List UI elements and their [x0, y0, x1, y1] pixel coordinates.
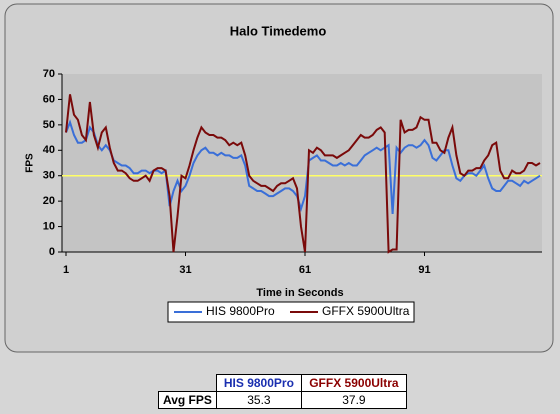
- x-tick-label: 61: [299, 264, 311, 276]
- table-cell: 37.9: [300, 391, 407, 409]
- y-tick-label: 50: [43, 119, 55, 131]
- chart-title: Halo Timedemo: [230, 23, 327, 38]
- series-line: [65, 119, 541, 214]
- table-cell: 35.3: [215, 391, 302, 409]
- x-tick-label: 91: [418, 264, 430, 276]
- y-tick-label: 40: [43, 144, 55, 156]
- y-tick-label: 0: [49, 246, 55, 258]
- table-header: GFFX 5900Ultra: [300, 374, 407, 392]
- y-tick-label: 30: [43, 170, 55, 182]
- table-header: HIS 9800Pro: [215, 374, 302, 392]
- y-tick-label: 10: [43, 220, 55, 232]
- x-tick-label: 31: [179, 264, 191, 276]
- series-line: [65, 94, 541, 254]
- x-axis-label: Time in Seconds: [256, 287, 343, 299]
- y-tick-label: 20: [43, 195, 55, 207]
- y-tick-label: 60: [43, 93, 55, 105]
- legend-label: HIS 9800Pro: [206, 304, 275, 318]
- chart: Halo Timedemo Time in Seconds FPS 0 10 20 3…: [4, 3, 554, 353]
- summary-table: HIS 9800Pro GFFX 5900Ultra Avg FPS 35.3 …: [158, 374, 407, 409]
- x-tick-label: 1: [63, 264, 69, 276]
- row-label: Avg FPS: [158, 391, 217, 409]
- y-axis-label: FPS: [25, 153, 36, 173]
- corner: [159, 375, 217, 392]
- plot-area: [62, 74, 542, 252]
- legend-label: GFFX 5900Ultra: [322, 304, 410, 318]
- y-tick-label: 70: [43, 68, 55, 80]
